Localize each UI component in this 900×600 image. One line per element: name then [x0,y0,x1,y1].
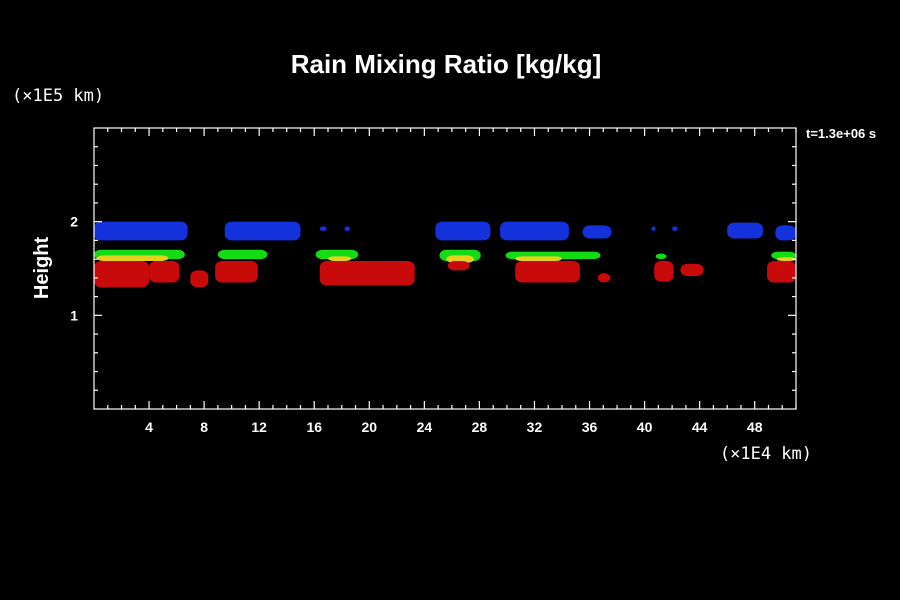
contour-region-green [217,249,268,260]
x-tick-label: 32 [527,419,543,435]
contour-region-blue [319,226,327,232]
contour-region-yellow [96,255,169,262]
contour-region-red [190,270,209,288]
contour-region-red [319,261,415,286]
contour-region-red [215,261,258,283]
x-unit-label: (×1E4 km) [720,444,812,464]
x-tick-label: 16 [306,419,322,435]
x-tick-label: 12 [251,419,267,435]
contour-region-red [149,261,180,283]
x-tick-label: 44 [692,419,708,435]
contour-region-red [767,261,796,283]
y-axis-label: Height [31,237,53,300]
plot-frame [93,127,797,410]
chart-title: Rain Mixing Ratio [kg/kg] [291,49,602,79]
x-tick-label: 4 [145,419,153,435]
contour-region-yellow [446,255,474,263]
contour-region-red [680,263,704,276]
contour-region-yellow [515,256,562,262]
contour-region-blue [435,221,491,241]
y-unit-label: (×1E5 km) [12,86,104,106]
x-tick-label: 8 [200,419,208,435]
contour-region-blue [344,226,351,232]
x-tick-label: 40 [637,419,653,435]
contour-region-blue [94,221,188,241]
x-tick-label: 48 [747,419,763,435]
contour-region-green [655,253,667,260]
x-tick-label: 20 [362,419,378,435]
contour-region-blue [775,225,796,241]
time-stamp: t=1.3e+06 s [806,126,876,141]
contour-region-red [654,261,674,282]
contour-region-green [771,251,796,260]
contour-region-blue [582,225,612,239]
contour-region-yellow [328,256,352,262]
contour-region-blue [500,221,569,241]
contour-region-blue [672,226,678,232]
contour-region-blue [651,226,656,232]
x-tick-label: 36 [582,419,598,435]
y-tick-label: 1 [70,307,78,323]
contour-region-blue [224,221,301,241]
contour-region-yellow [776,257,796,262]
x-tick-label: 28 [472,419,488,435]
contour-region-red [447,261,470,271]
contour-region-blue [727,222,763,239]
plot-area [94,221,796,288]
contour-region-red [94,261,150,288]
y-tick-label: 2 [70,214,78,230]
contour-region-red [597,273,611,283]
x-tick-label: 24 [417,419,433,435]
contour-region-red [515,261,580,283]
